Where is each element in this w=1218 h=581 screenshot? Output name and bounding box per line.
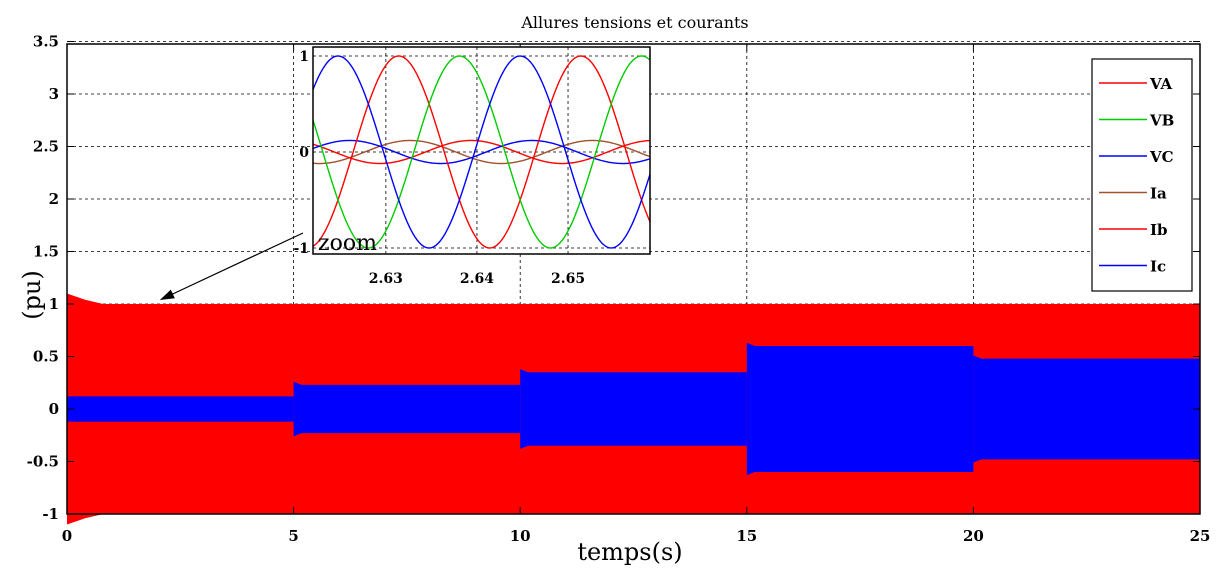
y-axis: -1 -0.5 0 0.5 1 1.5 2 2.5 3 3.5 (27, 33, 1200, 523)
current-envelope-segment (746, 342, 974, 476)
zoom-inset: -1 0 1 2.63 2.64 2.65 zoom (293, 46, 651, 287)
y-tick-label: 2.5 (33, 138, 59, 156)
y-tick-label: 0 (49, 400, 59, 418)
inset-x-tick-label: 2.65 (551, 271, 585, 287)
plot-frame (66, 43, 1201, 515)
y-axis-label: (pu) (18, 270, 46, 320)
inset-y-tick-label: -1 (293, 241, 309, 257)
y-tick-label: 0.5 (33, 348, 59, 366)
inset-series-vb (312, 55, 651, 249)
legend-label: VA (1149, 75, 1172, 93)
inset-series-va (312, 55, 651, 249)
x-tick-label: 10 (510, 527, 531, 545)
y-tick-label: -0.5 (27, 453, 59, 471)
legend-label: VB (1149, 112, 1174, 130)
x-axis: 0 5 10 15 20 25 (62, 44, 1211, 545)
legend: VA VB VC Ia Ib Ic (1091, 58, 1193, 292)
inset-series-ia (312, 139, 651, 165)
inset-y-axis: -1 0 1 (293, 49, 309, 257)
inset-y-tick-label: 0 (299, 145, 309, 161)
zoom-arrow (159, 232, 304, 301)
inset-frame (312, 46, 651, 255)
y-tick-label: 2 (49, 190, 59, 208)
chart-title: Allures tensions et courants (520, 13, 748, 32)
y-tick-label: 1 (49, 295, 59, 313)
inset-x-tick-label: 2.63 (369, 271, 403, 287)
current-envelope-segment (293, 381, 521, 437)
legend-label: Ia (1150, 185, 1167, 203)
x-tick-label: 20 (963, 527, 984, 545)
x-tick-label: 0 (62, 527, 72, 545)
y-tick-label: 1.5 (33, 243, 59, 261)
x-tick-label: 5 (288, 527, 298, 545)
x-axis-label: temps(s) (577, 538, 682, 566)
inset-x-axis: 2.63 2.64 2.65 (369, 271, 585, 287)
inset-y-tick-label: 1 (299, 49, 309, 65)
y-tick-label: 3.5 (33, 33, 59, 51)
legend-box (1091, 58, 1193, 292)
zoom-label: zoom (318, 231, 377, 256)
inset-series-vc (312, 55, 651, 249)
current-envelope-segment (520, 369, 747, 449)
data-area (67, 293, 1200, 525)
y-tick-label: -1 (42, 505, 59, 523)
inset-series (312, 55, 651, 249)
x-tick-label: 15 (736, 527, 757, 545)
legend-label: Ic (1150, 258, 1166, 276)
current-envelope-segment (973, 355, 1200, 463)
inset-background (313, 47, 650, 254)
y-tick-label: 3 (49, 85, 59, 103)
inset-x-tick-label: 2.64 (460, 271, 494, 287)
legend-label: Ib (1150, 221, 1168, 239)
legend-label: VC (1149, 148, 1174, 166)
x-tick-label: 25 (1190, 527, 1211, 545)
current-envelope-segment (67, 396, 294, 422)
